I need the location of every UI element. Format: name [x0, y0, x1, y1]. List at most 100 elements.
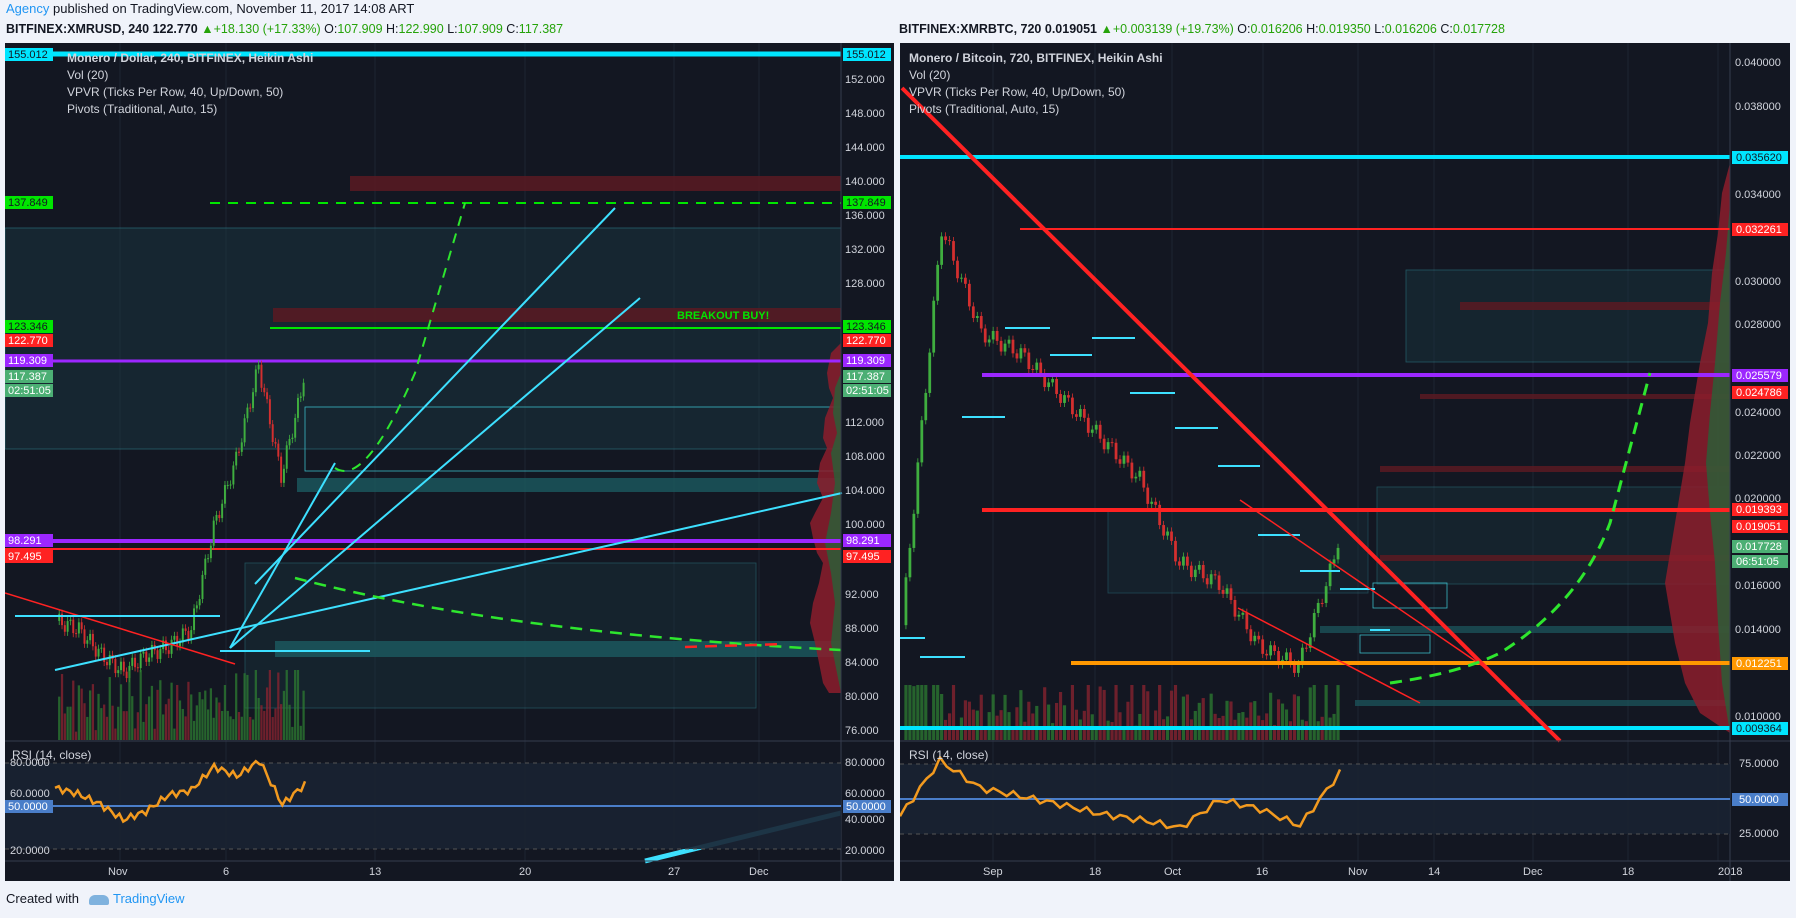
author-link[interactable]: Agency — [6, 1, 50, 16]
candle-body — [1213, 574, 1217, 576]
volume-bar — [142, 721, 145, 740]
right-price-ticks: 0.040000 0.038000 0.034000 0.030000 0.02… — [1735, 57, 1781, 723]
left-trendline-long — [54, 492, 843, 671]
volume-bar — [1066, 729, 1071, 740]
volume-bar — [920, 685, 924, 740]
volume-bar — [1205, 725, 1209, 740]
right-zone-small1 — [1372, 582, 1448, 609]
volume-bar — [97, 693, 100, 740]
svg-text:123.346: 123.346 — [8, 321, 48, 333]
right-chart-panel[interactable]: 0.040000 0.038000 0.034000 0.030000 0.02… — [900, 43, 1790, 881]
candle-body — [1011, 339, 1015, 354]
candle-body — [282, 468, 285, 483]
candle-body — [142, 651, 145, 654]
candle-body — [139, 653, 142, 669]
candle-body — [156, 650, 159, 659]
volume-bar — [63, 713, 66, 740]
svg-text:104.000: 104.000 — [845, 485, 885, 497]
volume-bar — [1296, 696, 1300, 740]
svg-text:14: 14 — [1428, 866, 1440, 878]
candle-body — [1182, 556, 1185, 566]
candle-body — [1265, 653, 1269, 656]
svg-text:Dec: Dec — [749, 866, 769, 878]
right-zone-top — [1405, 269, 1731, 363]
svg-text:0.025579: 0.025579 — [1736, 370, 1782, 382]
volume-bar — [206, 709, 210, 740]
volume-bar — [156, 689, 159, 740]
right-price-badges: 0.035620 0.032261 0.025579 0.024786 0.01… — [1732, 151, 1788, 735]
tradingview-logo-icon — [88, 894, 109, 905]
right-supply-band2 — [1420, 394, 1730, 399]
svg-text:123.346: 123.346 — [846, 321, 886, 333]
candle-body — [108, 654, 111, 666]
volume-bar — [904, 685, 908, 740]
candle-body — [63, 625, 66, 632]
right-supply-band3 — [1380, 466, 1730, 472]
candle-body — [91, 633, 94, 647]
candle-body — [201, 574, 204, 600]
candle-body — [1162, 525, 1165, 536]
volume-bar — [1015, 707, 1019, 740]
volume-bar — [291, 726, 294, 740]
candle-body — [1067, 395, 1070, 398]
candle-body — [1209, 574, 1213, 585]
candle-body — [975, 316, 979, 319]
left-rsi-label: RSI (14, close) — [12, 748, 91, 762]
right-high: 0.019350 — [1318, 22, 1371, 36]
left-chart-panel[interactable]: BREAKOUT BUY! 152.000 148.000 144.000 14… — [5, 43, 894, 881]
candle-body — [291, 437, 294, 440]
svg-text:75.0000: 75.0000 — [1739, 758, 1779, 770]
volume-bar — [246, 674, 249, 740]
volume-bar — [119, 684, 123, 740]
left-supply-zone-top — [350, 176, 841, 191]
left-price-badges: 155.012 137.849 123.346 122.770 119.309 … — [843, 48, 891, 563]
right-projection-up — [1389, 372, 1652, 685]
svg-text:Vol (20): Vol (20) — [67, 68, 108, 82]
candle-body — [1047, 382, 1051, 388]
svg-text:98.291: 98.291 — [8, 535, 42, 547]
volume-bar — [1304, 721, 1308, 740]
svg-text:2018: 2018 — [1718, 866, 1742, 878]
left-change: +18.130 (+17.33%) — [213, 22, 321, 36]
footer-brand-link[interactable]: TradingView — [112, 891, 185, 906]
volume-bar — [1150, 728, 1154, 740]
volume-bar — [940, 694, 944, 740]
right-chart-svg[interactable]: 0.040000 0.038000 0.034000 0.030000 0.02… — [900, 43, 1790, 881]
candle-body — [971, 306, 975, 319]
candle-body — [1312, 612, 1316, 638]
left-support-zone — [275, 641, 841, 657]
candle-body — [1241, 612, 1245, 615]
right-change-arrow-icon: ▲ — [1100, 22, 1113, 36]
volume-bar — [932, 685, 936, 740]
svg-text:0.038000: 0.038000 — [1735, 101, 1781, 113]
candle-body — [1142, 470, 1146, 488]
candle-body — [89, 633, 92, 641]
right-time-axis: Sep 18 Oct 16 Nov 14 Dec 18 2018 — [983, 866, 1742, 878]
candle-body — [1170, 531, 1173, 541]
left-chart-svg[interactable]: BREAKOUT BUY! 152.000 148.000 144.000 14… — [5, 43, 894, 881]
volume-bar — [1193, 710, 1197, 740]
svg-text:6: 6 — [223, 866, 229, 878]
candle-body — [1253, 635, 1257, 642]
volume-bar — [164, 704, 168, 740]
candle-body — [221, 503, 224, 519]
candle-body — [100, 647, 103, 649]
right-zone-small2 — [1359, 634, 1431, 654]
volume-bar — [204, 690, 207, 740]
left-symbol-info: BITFINEX:XMRUSD, 240 122.770 ▲+18.130 (+… — [6, 22, 564, 36]
volume-bar — [184, 716, 187, 740]
right-volume-profile-up — [1706, 203, 1730, 733]
svg-text:137.849: 137.849 — [846, 197, 886, 209]
candle-body — [1090, 429, 1094, 433]
volume-bar — [58, 696, 61, 740]
svg-text:112.000: 112.000 — [845, 417, 884, 429]
volume-bar — [1062, 705, 1067, 740]
svg-text:0.014000: 0.014000 — [1735, 624, 1781, 636]
volume-bar — [1043, 687, 1047, 740]
candle-body — [223, 485, 226, 504]
candle-body — [145, 651, 148, 662]
candle-body — [1324, 586, 1328, 603]
volume-bar — [229, 716, 232, 740]
candle-body — [1075, 414, 1078, 417]
volume-bar — [195, 705, 198, 740]
